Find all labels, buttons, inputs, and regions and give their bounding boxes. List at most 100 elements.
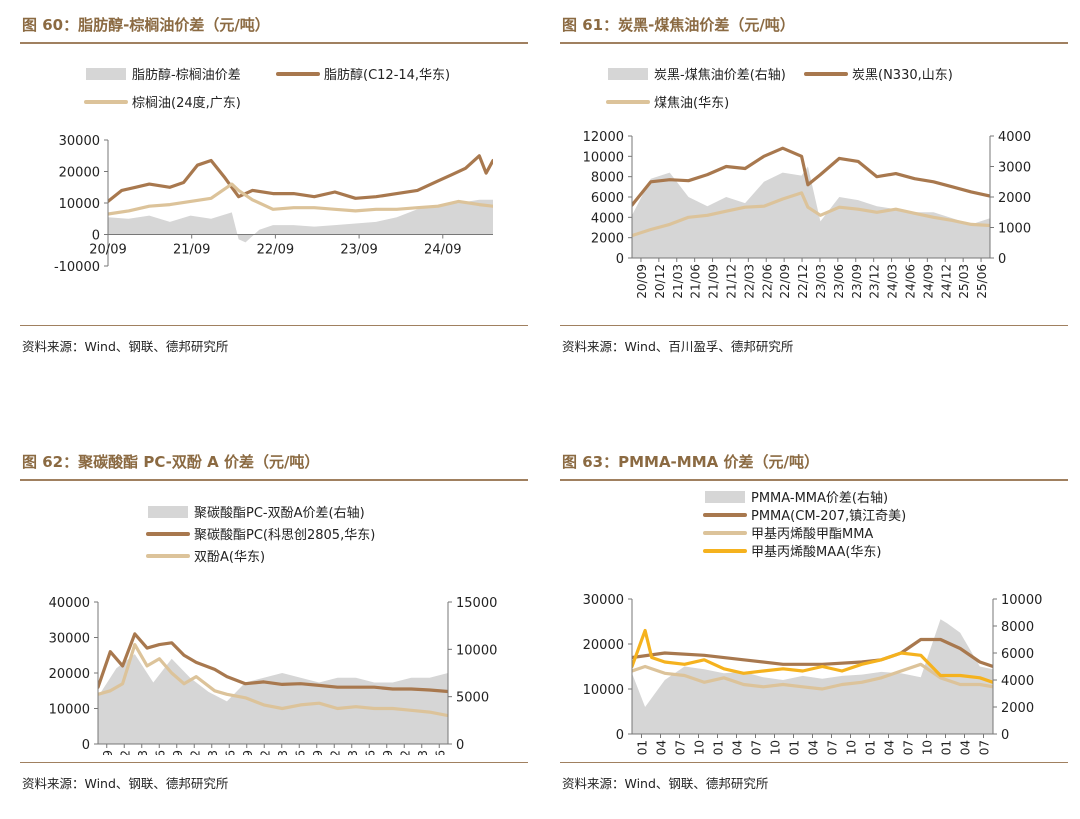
source-note: 资料来源：Wind、钢联、德邦研究所: [562, 776, 769, 791]
series-line-2: [98, 643, 448, 718]
x-tick-label: 20/09: [101, 750, 115, 755]
x-tick-label: 20/12: [653, 264, 667, 299]
x-tick-label: 21/06: [153, 750, 167, 755]
legend-label: 甲基丙烯酸甲酯MMA: [751, 527, 873, 542]
chart-title: 图 61：炭黑-煤焦油价差（元/吨）: [562, 16, 795, 34]
plot-area: [98, 632, 448, 744]
plot-area: [632, 619, 993, 734]
y2-tick-label: 0: [998, 252, 1006, 267]
y2-tick-label: 2000: [1001, 701, 1034, 716]
series-area-0: [632, 166, 990, 258]
x-tick-label: 22/09: [241, 750, 255, 755]
series-line-2: [108, 182, 493, 216]
y-tick-label: 10000: [59, 197, 100, 212]
footer-divider: [560, 762, 1068, 763]
y-tick-label: -10000: [54, 260, 100, 275]
title-divider: [20, 479, 528, 481]
y-tick-label: 8000: [591, 171, 624, 186]
x-tick-label: 22/03: [206, 750, 220, 755]
x-tick-label: 24/09: [381, 750, 395, 755]
y-tick-label: 4000: [591, 211, 624, 226]
x-tick-label: 22/03: [742, 264, 756, 299]
x-tick-label: 21/09: [707, 264, 721, 299]
x-tick-label: 23/10: [845, 740, 859, 755]
y-tick-label: 30000: [583, 593, 624, 608]
y2-tick-label: 2000: [998, 191, 1031, 206]
x-tick-label: 23/06: [832, 264, 846, 299]
y-tick-label: 6000: [591, 191, 624, 206]
footer-divider: [560, 325, 1068, 326]
x-tick-label: 25/07: [978, 740, 992, 755]
x-tick-label: 21/09: [171, 750, 185, 755]
x-tick-label: 24/06: [363, 750, 377, 755]
x-tick-label: 23/12: [328, 750, 342, 755]
x-tick-label: 23/03: [276, 750, 290, 755]
y-tick-label: 30000: [59, 134, 100, 149]
x-tick-label: 24/01: [864, 740, 878, 755]
title-divider: [20, 42, 528, 44]
x-tick-label: 22/04: [731, 740, 745, 755]
x-tick-label: 25/03: [957, 264, 971, 299]
x-tick-label: 23/12: [868, 264, 882, 299]
series-line-3: [632, 628, 993, 684]
y-tick-label: 20000: [583, 638, 624, 653]
legend-label: 双酚A(华东): [194, 550, 265, 565]
legend-label: 棕榈油(24度,广东): [132, 95, 241, 111]
x-tick-label: 21/06: [689, 264, 703, 299]
x-tick-label: 24/03: [886, 264, 900, 299]
legend-label: PMMA-MMA价差(右轴): [751, 491, 888, 506]
chart-panel-60: 图 60：脂肪醇-棕榈油价差（元/吨） 脂肪醇-棕榈油价差 脂肪醇(C12-14,…: [20, 8, 530, 378]
x-tick-label: 24/10: [921, 740, 935, 755]
y-tick-label: 30000: [49, 632, 90, 647]
x-tick-label: 25/06: [433, 750, 447, 755]
x-tick-label: 24/12: [939, 264, 953, 299]
x-tick-label: 24/12: [398, 750, 412, 755]
legend-label: 煤焦油(华东): [654, 96, 729, 111]
x-tick-label: 20/09: [89, 243, 126, 258]
x-tick-label: 21/04: [655, 740, 669, 755]
y-tick-label: 2000: [591, 232, 624, 247]
x-tick-label: 22/09: [257, 243, 294, 258]
series-line-1: [632, 146, 990, 207]
footer-divider: [20, 325, 528, 326]
x-tick-label: 21/09: [173, 243, 210, 258]
x-tick-label: 22/06: [223, 750, 237, 755]
x-tick-label: 20/12: [118, 750, 132, 755]
footer-divider: [20, 762, 528, 763]
plot-area: [632, 146, 990, 258]
x-tick-label: 21/10: [693, 740, 707, 755]
x-tick-label: 24/04: [883, 740, 897, 755]
legend-label: PMMA(CM-207,镇江奇美): [751, 508, 906, 524]
x-tick-label: 21/12: [188, 750, 202, 755]
x-tick-label: 25/03: [416, 750, 430, 755]
series-line-2: [632, 191, 990, 238]
chart-plot: 脂肪醇-棕榈油价差 脂肪醇(C12-14,华东) 棕榈油(24度,广东) 30000 2…: [54, 67, 493, 275]
chart-panel-63: 图 63：PMMA-MMA 价差（元/吨） PMMA-MMA价差(右轴) PMMA…: [560, 445, 1070, 815]
x-tick-label: 23/09: [850, 264, 864, 299]
x-tick-label: 23/03: [814, 264, 828, 299]
x-tick-label: 22/10: [769, 740, 783, 755]
chart-plot: PMMA-MMA价差(右轴) PMMA(CM-207,镇江奇美) 甲基丙烯酸甲酯MM…: [583, 491, 1042, 755]
x-tick-label: 20/09: [635, 264, 649, 299]
y2-tick-label: 6000: [1001, 647, 1034, 662]
series-line-1: [108, 154, 493, 203]
y-tick-label: 10000: [49, 703, 90, 718]
y2-tick-label: 3000: [998, 161, 1031, 176]
y2-tick-label: 5000: [456, 691, 489, 706]
chart-plot: 炭黑-煤焦油价差(右轴) 炭黑(N330,山东)煤焦油(华东)1200010000…: [583, 68, 1031, 299]
series-line-1: [98, 632, 448, 694]
x-tick-label: 25/01: [940, 740, 954, 755]
source-note: 资料来源：Wind、钢联、德邦研究所: [22, 776, 229, 791]
y2-tick-label: 4000: [998, 130, 1031, 145]
chart-title: 图 60：脂肪醇-棕榈油价差（元/吨）: [22, 16, 270, 34]
x-tick-label: 23/06: [293, 750, 307, 755]
y-tick-label: 20000: [59, 166, 100, 181]
y2-tick-label: 1000: [998, 222, 1031, 237]
x-tick-label: 24/03: [346, 750, 360, 755]
legend-label: 脂肪醇(C12-14,华东): [324, 67, 450, 83]
x-tick-label: 21/12: [724, 264, 738, 299]
x-tick-label: 22/01: [712, 740, 726, 755]
chart-plot: 聚碳酸酯PC-双酚A价差(右轴) 聚碳酸酯PC(科思创2805,华东) 双酚A(华东…: [49, 506, 497, 755]
x-tick-label: 21/01: [636, 740, 650, 755]
legend-label: 甲基丙烯酸MAA(华东): [751, 545, 882, 560]
